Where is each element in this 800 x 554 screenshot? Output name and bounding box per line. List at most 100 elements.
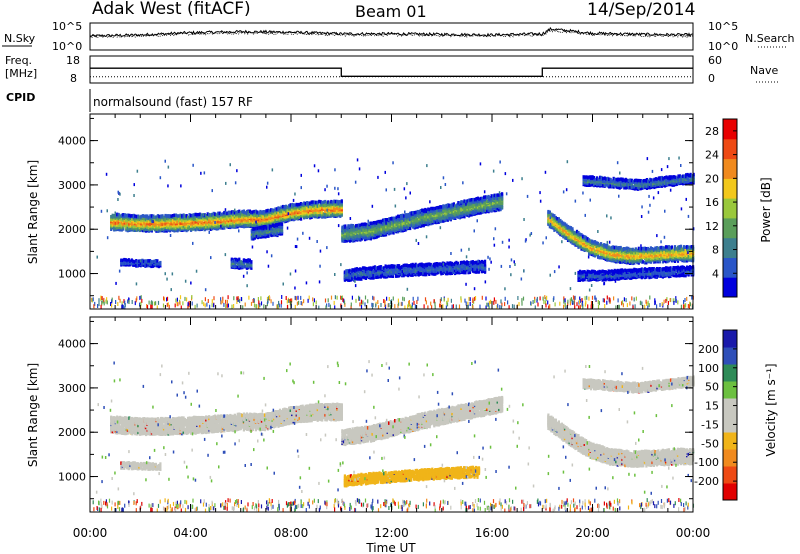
power-cell [331, 204, 334, 209]
power-cell [205, 220, 208, 225]
power-cell [203, 222, 206, 227]
power-cell [232, 220, 235, 225]
power-cell [242, 209, 245, 213]
power-cell [357, 223, 360, 227]
power-cell [279, 222, 282, 226]
power-cell [413, 210, 416, 215]
power-cell [365, 228, 368, 232]
power-cell [264, 230, 267, 234]
power-cell [409, 226, 412, 231]
power-cell [412, 225, 415, 229]
power-cell [116, 226, 119, 230]
power-cell [188, 225, 191, 230]
power-cell [324, 215, 327, 219]
power-cell [129, 223, 132, 227]
noise-line-sky [89, 26, 694, 38]
power-cell [232, 218, 235, 222]
power-cell [245, 262, 248, 266]
power-cell [123, 260, 126, 264]
power-cell [294, 206, 297, 210]
power-cell [239, 211, 242, 215]
power-cell [360, 236, 363, 240]
power-cell [232, 212, 235, 217]
power-cell [129, 214, 132, 218]
power-cell [121, 258, 124, 263]
power-cell [319, 200, 322, 204]
power-cell [259, 219, 262, 223]
power-cell [233, 263, 236, 267]
power-cell [330, 199, 333, 204]
power-cell [203, 226, 206, 231]
power-cell [223, 222, 226, 226]
power-cell [291, 208, 294, 212]
power-cell [303, 206, 306, 210]
power-cell [206, 212, 209, 216]
power-cell [144, 261, 147, 265]
nave-tick-bottom: 0 [708, 72, 715, 85]
power-cell [324, 203, 327, 207]
power-cell [159, 217, 162, 221]
power-cell [226, 223, 229, 227]
power-cell [342, 234, 345, 238]
power-cell [125, 224, 128, 228]
power-cell [217, 211, 220, 216]
power-cell [137, 214, 140, 218]
power-cell [196, 213, 199, 217]
power-cell [412, 211, 415, 215]
power-cell [212, 218, 215, 223]
power-cell [143, 216, 146, 221]
power-cell [388, 222, 391, 227]
power-cell [185, 221, 188, 226]
power-cell [182, 213, 185, 217]
power-cell [395, 226, 398, 230]
power-cell [265, 209, 268, 213]
power-cell [360, 228, 363, 232]
power-cell [117, 227, 120, 232]
power-cell [212, 214, 215, 219]
power-cell [181, 225, 184, 230]
power-cell [120, 221, 123, 225]
power-cell [120, 216, 123, 221]
power-cell [366, 223, 370, 227]
power-cell [244, 264, 247, 269]
power-cell [167, 214, 170, 218]
power-cell [389, 217, 392, 221]
power-cell [325, 203, 328, 207]
power-cell [205, 224, 208, 229]
power-cell [152, 214, 155, 218]
power-cell [339, 206, 342, 211]
power-cell [230, 214, 233, 218]
power-cell [208, 218, 211, 222]
power-cell [400, 219, 403, 223]
power-cell [298, 210, 301, 215]
power-cell [310, 213, 313, 217]
power-cell [273, 231, 276, 236]
power-cell [224, 220, 227, 224]
power-cell [428, 212, 431, 216]
power-cell [236, 262, 239, 266]
power-cell [398, 214, 401, 219]
power-cell [256, 226, 259, 231]
power-cell [251, 220, 254, 224]
power-cell [214, 212, 217, 216]
power-cell [174, 213, 178, 217]
power-cell [123, 213, 126, 217]
power-cell [147, 225, 150, 230]
power-cell [425, 208, 428, 212]
power-cell [278, 216, 282, 221]
power-cell [154, 260, 157, 265]
power-cell [177, 217, 181, 221]
power-cell [321, 205, 324, 209]
power-cell [306, 212, 309, 216]
power-cell [289, 203, 292, 207]
power-cell [157, 261, 160, 266]
power-cell [242, 264, 245, 269]
power-cell [167, 216, 170, 220]
power-cell [248, 224, 251, 228]
power-cell [151, 263, 154, 268]
freq-tick-bottom: 8 [70, 72, 77, 85]
power-cell [128, 213, 131, 218]
power-cell [434, 213, 437, 218]
power-cell [247, 214, 250, 218]
power-cell [353, 236, 356, 240]
